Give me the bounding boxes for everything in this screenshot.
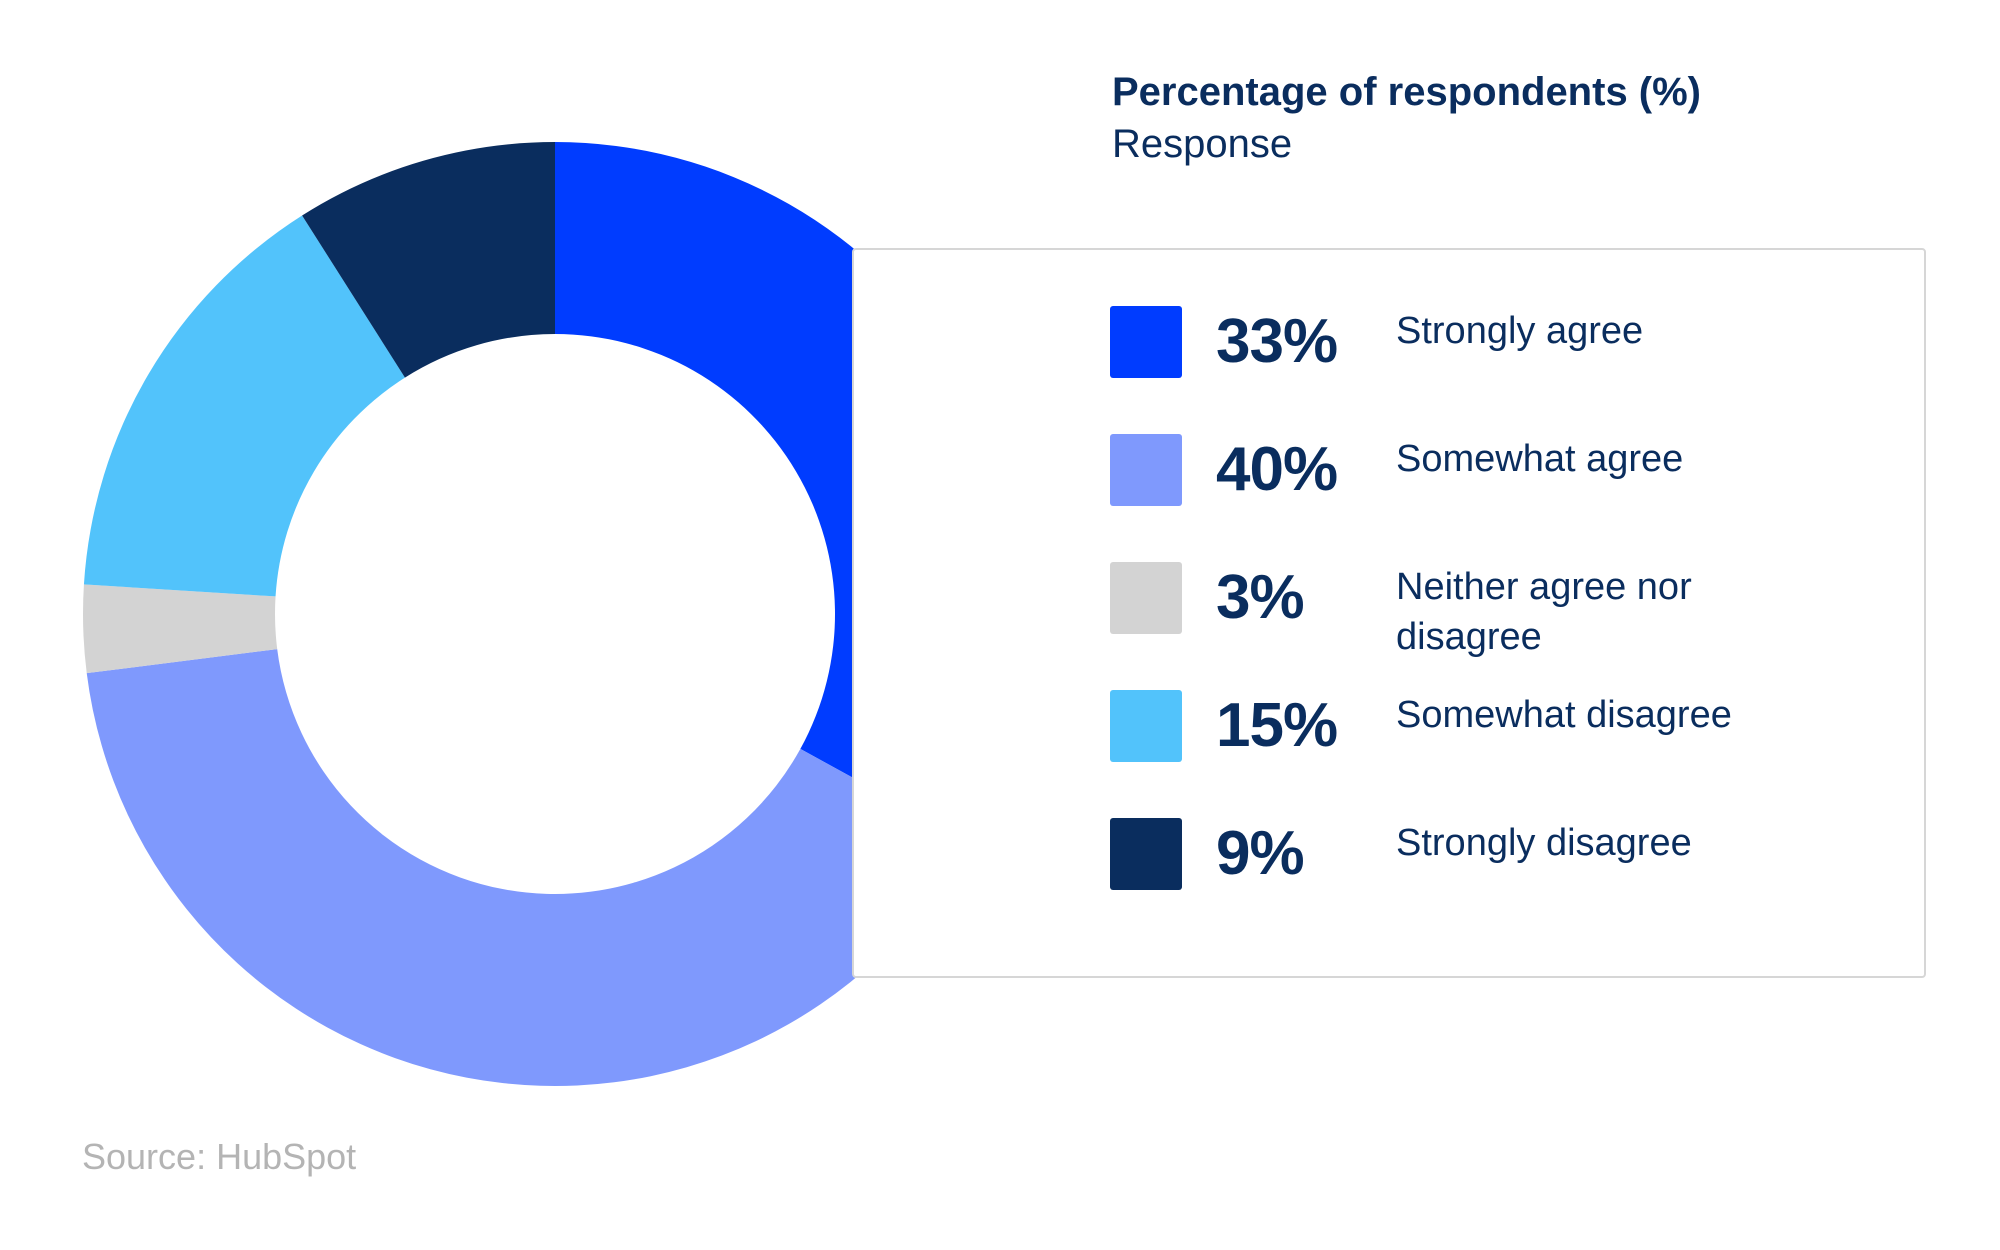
- legend-swatch-neither: [1110, 562, 1182, 634]
- slice-neither: [83, 584, 278, 674]
- legend-swatch-somewhat-agree: [1110, 434, 1182, 506]
- legend-label-somewhat-agree: Somewhat agree: [1396, 438, 1684, 480]
- legend-value-strongly-agree: 33%: [1216, 307, 1338, 376]
- slice-somewhat-agree: [86, 649, 969, 1086]
- legend-swatch-somewhat-disagree: [1110, 690, 1182, 762]
- legend-label-neither: Neither agree nor disagree: [1396, 566, 1692, 658]
- slice-strongly-disagree: [302, 142, 555, 378]
- legend-value-somewhat-disagree: 15%: [1216, 691, 1338, 760]
- chart-title: Percentage of respondents (%): [1112, 70, 1702, 114]
- slice-somewhat-disagree: [83, 215, 405, 597]
- legend-label-strongly-disagree: Strongly disagree: [1396, 822, 1692, 864]
- legend-item-somewhat-agree: 40% Somewhat agree: [1110, 434, 1910, 562]
- source-note: Source: HubSpot: [82, 1136, 357, 1177]
- legend-label-somewhat-disagree: Somewhat disagree: [1396, 694, 1732, 736]
- legend-value-somewhat-agree: 40%: [1216, 435, 1338, 504]
- legend-box: [852, 248, 1926, 978]
- legend-item-somewhat-disagree: 15% Somewhat disagree: [1110, 690, 1910, 818]
- legend-item-neither: 3% Neither agree nor disagree: [1110, 562, 1910, 690]
- chart-subtitle: Response: [1112, 122, 1293, 166]
- legend-label-strongly-agree: Strongly agree: [1396, 310, 1644, 352]
- legend-item-strongly-disagree: 9% Strongly disagree: [1110, 818, 1910, 946]
- legend-value-neither: 3%: [1216, 563, 1305, 632]
- legend-item-strongly-agree: 33% Strongly agree: [1110, 306, 1910, 434]
- legend-value-strongly-disagree: 9%: [1216, 819, 1305, 888]
- legend-swatch-strongly-disagree: [1110, 818, 1182, 890]
- legend: 33% Strongly agree 40% Somewhat agree 3%…: [1110, 306, 1910, 946]
- legend-swatch-strongly-agree: [1110, 306, 1182, 378]
